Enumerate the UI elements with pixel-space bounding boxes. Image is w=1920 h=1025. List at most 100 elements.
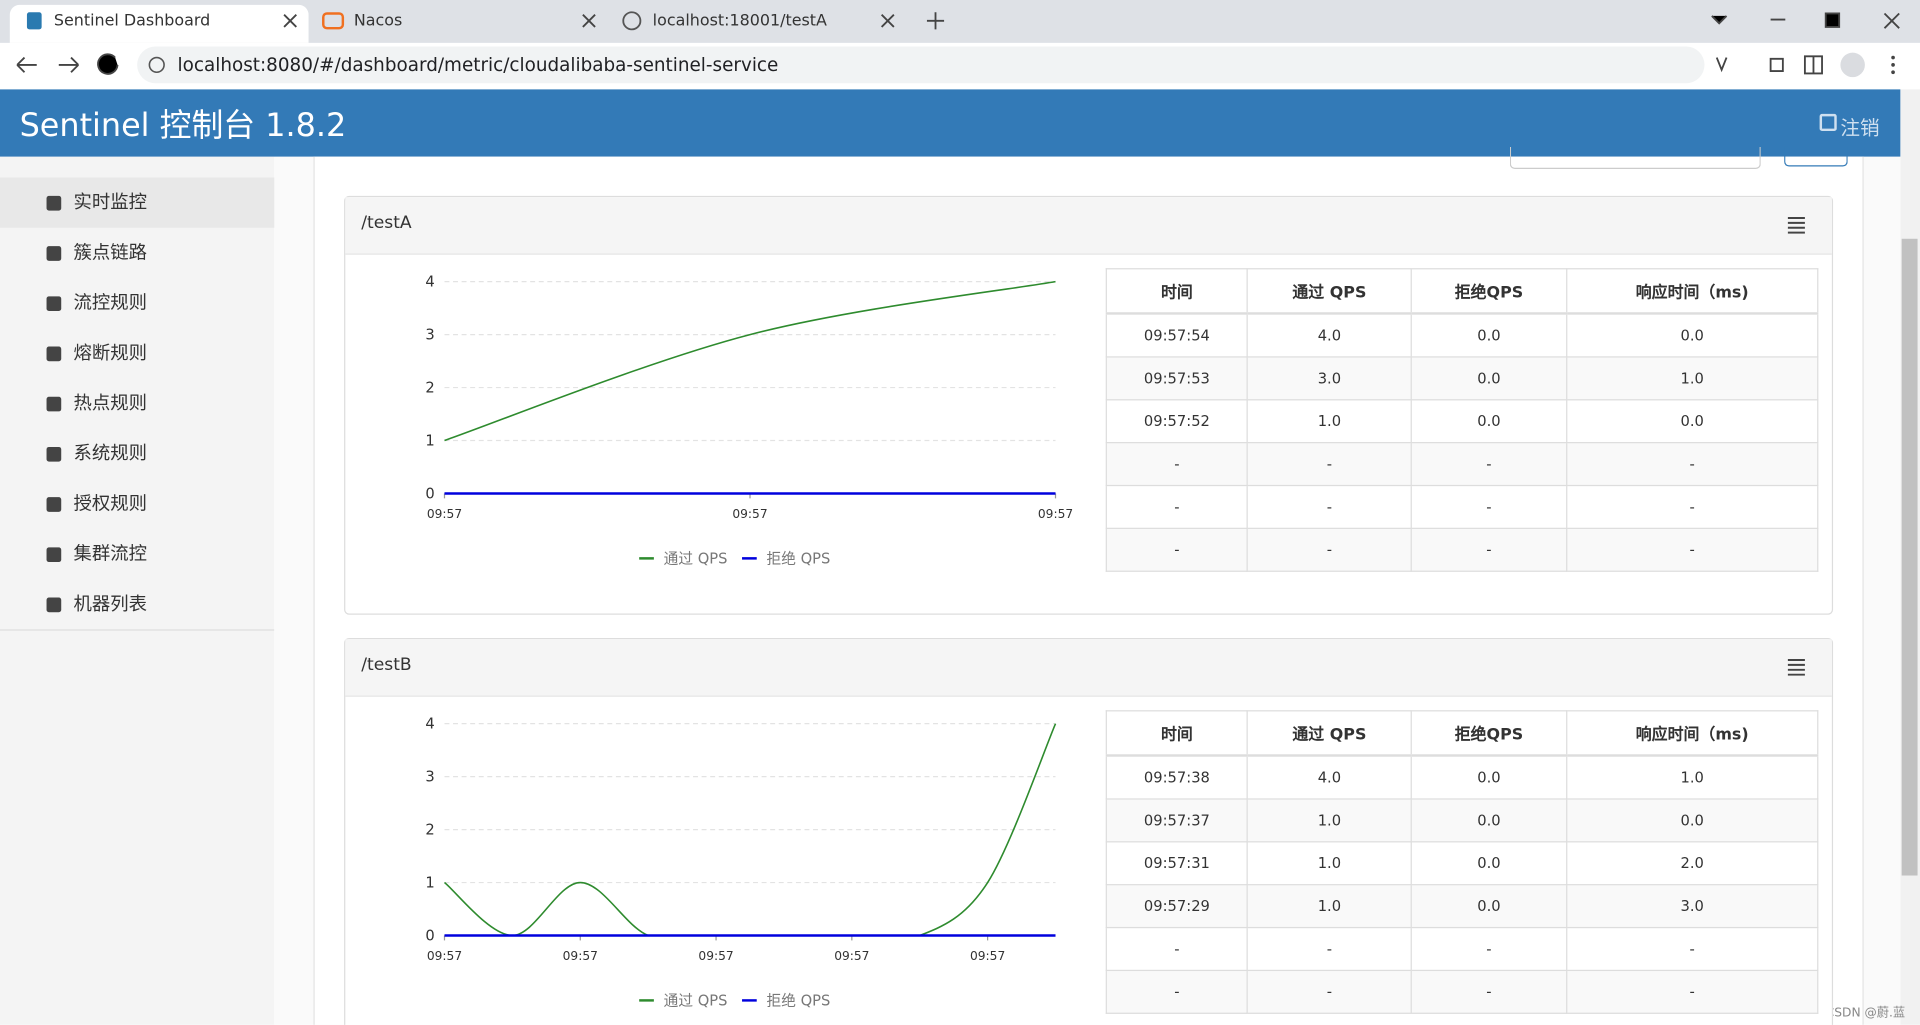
table-cell: - [1410, 527, 1568, 572]
sidebar-item[interactable]: 授权规则 [0, 479, 274, 529]
sidebar-item[interactable]: 簇点链路 [0, 228, 274, 278]
sidebar-icon [46, 195, 62, 211]
panel-menu[interactable] [1787, 659, 1808, 676]
sidebar-icon [46, 296, 62, 312]
table-row: ---- [1105, 926, 1819, 972]
sidebar-icon [46, 497, 62, 512]
table-cell: - [1410, 926, 1568, 972]
url[interactable]: localhost:8080/#/dashboard/metric/clouda… [177, 53, 779, 76]
table-cell: - [1246, 442, 1412, 487]
x-tick-label: 09:57 [427, 949, 462, 963]
table-cell: 0.0 [1410, 399, 1568, 444]
panel-title: /testB [361, 655, 412, 675]
sidebar-item[interactable]: 熔断规则 [0, 328, 274, 378]
tab-bar [0, 0, 1920, 43]
x-tick-label: 09:57 [563, 949, 598, 963]
sidebar-item[interactable]: 机器列表 [0, 579, 274, 629]
sidebar-item[interactable]: 系统规则 [0, 429, 274, 479]
table-cell: 09:57:29 [1105, 884, 1249, 929]
tab[interactable]: Nacos [353, 12, 403, 31]
x-tick-label: 09:57 [427, 507, 462, 521]
logout[interactable]: 注销 [1840, 116, 1880, 140]
table-cell: 0.0 [1566, 798, 1819, 843]
table-cell: - [1410, 484, 1568, 529]
tab[interactable]: Sentinel Dashboard [53, 12, 211, 31]
table-cell: 3.0 [1246, 356, 1412, 401]
sidebar-label: 集群流控 [73, 542, 147, 565]
panel: /testB 0 1 2 3 4 09:57 09:57 09:57 09:57 09:57 通过 Q… [344, 637, 1834, 1025]
y-tick-label: 3 [425, 769, 434, 786]
x-tick-label: 09:57 [970, 949, 1005, 963]
panel-header: /testB [345, 639, 1832, 697]
sidebar [0, 156, 275, 1025]
table-cell: - [1246, 527, 1412, 572]
table-header-cell: 时间 [1105, 710, 1249, 757]
sidebar-icon [46, 396, 62, 412]
x-tick-label: 09:57 [834, 949, 869, 963]
table-cell: 0.0 [1410, 884, 1568, 929]
table-cell: 09:57:52 [1105, 399, 1249, 444]
table-cell: 09:57:31 [1105, 841, 1249, 886]
table-cell: - [1566, 527, 1819, 572]
y-tick-label: 4 [425, 716, 434, 733]
tab[interactable]: localhost:18001/testA [652, 12, 827, 31]
x-tick-label: 09:57 [732, 507, 767, 521]
sidebar-item[interactable]: 流控规则 [0, 278, 274, 328]
y-tick-label: 2 [425, 379, 434, 396]
table-cell: - [1105, 926, 1249, 972]
table-cell: 0.0 [1410, 798, 1568, 843]
table-cell: 1.0 [1246, 841, 1412, 886]
sidebar-label: 熔断规则 [73, 341, 147, 364]
y-tick-label: 0 [425, 927, 434, 944]
table-cell: - [1410, 969, 1568, 1014]
y-tick-label: 2 [425, 821, 434, 838]
table-cell: - [1566, 926, 1819, 972]
table-cell: - [1246, 926, 1412, 972]
table-cell: 1.0 [1566, 356, 1819, 401]
legend-label: 拒绝 QPS [767, 550, 831, 567]
table-header-cell: 时间 [1105, 268, 1249, 315]
sidebar-item[interactable]: 实时监控 [0, 177, 275, 228]
table-cell: - [1105, 484, 1249, 529]
table-cell: 0.0 [1410, 841, 1568, 886]
table-cell: 1.0 [1246, 798, 1412, 843]
watermark: CSDN @蔚.蓝 [1825, 1006, 1906, 1021]
app-header [0, 89, 1901, 157]
sidebar-label: 簇点链路 [73, 241, 147, 264]
table-cell: 0.0 [1410, 312, 1568, 358]
table-cell: 2.0 [1566, 841, 1819, 886]
table-cell: 09:57:37 [1105, 798, 1249, 843]
y-tick-label: 3 [425, 326, 434, 343]
series-line [444, 280, 1056, 442]
table-cell: - [1105, 527, 1249, 572]
metric-table: 时间 通过 QPS 拒绝QPS 响应时间（ms) 09:57:38 4.0 0.0 1.0 09… [1105, 710, 1819, 1014]
table-row: ---- [1105, 484, 1819, 529]
sidebar-divider [0, 629, 275, 631]
table-cell: 09:57:53 [1105, 356, 1249, 401]
panel-title: /testA [361, 213, 412, 233]
table-cell: 0.0 [1410, 356, 1568, 401]
x-tick-label: 09:57 [698, 949, 733, 963]
sidebar-item[interactable]: 集群流控 [0, 529, 274, 579]
table-cell: 4.0 [1246, 754, 1412, 800]
sidebar-label: 流控规则 [73, 291, 147, 314]
sidebar-label: 授权规则 [73, 492, 147, 515]
table-cell: 4.0 [1246, 312, 1412, 358]
table-cell: - [1566, 442, 1819, 487]
active-tab-bg [9, 4, 309, 43]
sidebar-item[interactable]: 热点规则 [0, 378, 274, 428]
panel: /testA 0 1 2 3 4 09:57 09:57 09:57 通过 QPS 拒绝 QPS 时间… [344, 195, 1834, 615]
chrome-icons [16, 11, 1900, 84]
search-box[interactable] [1509, 146, 1761, 169]
panel-menu[interactable] [1787, 216, 1808, 234]
table-header-cell: 响应时间（ms) [1566, 710, 1819, 757]
x-tick-label: 09:57 [1038, 507, 1073, 521]
scroll-thumb[interactable] [1901, 238, 1918, 876]
table-cell: 1.0 [1246, 399, 1412, 444]
search-button[interactable] [1784, 146, 1848, 167]
legend-label: 拒绝 QPS [767, 992, 831, 1009]
table-cell: 1.0 [1566, 754, 1819, 800]
legend-label: 通过 QPS [664, 992, 728, 1009]
table-row: 09:57:54 4.0 0.0 0.0 [1105, 312, 1819, 358]
